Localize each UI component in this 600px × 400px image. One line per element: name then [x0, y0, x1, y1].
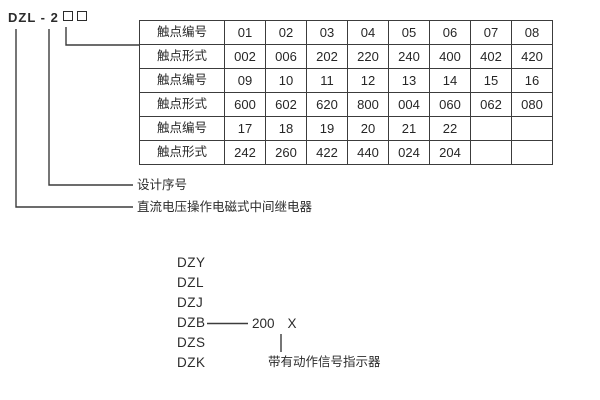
- value-cell: 400: [429, 44, 471, 69]
- value-cell: 20: [347, 116, 389, 141]
- value-cell: 422: [306, 140, 348, 165]
- row-label-cell: 触点编号: [139, 116, 225, 141]
- value-cell: 08: [511, 20, 553, 45]
- value-cell: 11: [306, 68, 348, 93]
- contact-table: 触点编号 01 02 03 04 05 06 07 08 触点形式 002 006 202 220 240 4…: [139, 20, 553, 165]
- value-cell: 062: [470, 92, 512, 117]
- placeholder-box-1: [62, 11, 73, 21]
- value-cell: [511, 116, 553, 141]
- value-cell: 220: [347, 44, 389, 69]
- value-cell: 800: [347, 92, 389, 117]
- row-label-cell: 触点形式: [139, 140, 225, 165]
- series-model-item: DZK: [177, 355, 206, 370]
- series-model-item: DZS: [177, 335, 206, 350]
- dzb-suffix: 200 X: [252, 316, 297, 331]
- value-cell: 060: [429, 92, 471, 117]
- value-cell: 080: [511, 92, 553, 117]
- value-cell: 05: [388, 20, 430, 45]
- series-model-item: DZB: [177, 315, 206, 330]
- table-row: 触点形式 242 260 422 440 024 204: [139, 140, 553, 165]
- value-cell: 19: [306, 116, 348, 141]
- value-cell: [470, 140, 512, 165]
- series-model-list: DZY DZL DZJ DZB DZS DZK: [177, 253, 206, 373]
- value-cell: 02: [265, 20, 307, 45]
- value-cell: 16: [511, 68, 553, 93]
- value-cell: 15: [470, 68, 512, 93]
- value-cell: 260: [265, 140, 307, 165]
- value-cell: 12: [347, 68, 389, 93]
- value-cell: 402: [470, 44, 512, 69]
- value-cell: 240: [388, 44, 430, 69]
- value-cell: 242: [224, 140, 266, 165]
- value-cell: 07: [470, 20, 512, 45]
- connector-line-contact-code: [65, 27, 139, 46]
- table-row: 触点形式 002 006 202 220 240 400 402 420: [139, 44, 553, 69]
- value-cell: 420: [511, 44, 553, 69]
- series-model-item: DZY: [177, 255, 206, 270]
- value-cell: 22: [429, 116, 471, 141]
- value-cell: 602: [265, 92, 307, 117]
- row-label-cell: 触点形式: [139, 92, 225, 117]
- contact-table-body: 触点编号 01 02 03 04 05 06 07 08 触点形式 002 006 202 220 240 4…: [139, 20, 553, 165]
- value-cell: [470, 116, 512, 141]
- value-cell: 202: [306, 44, 348, 69]
- row-label-cell: 触点编号: [139, 20, 225, 45]
- value-cell: [511, 140, 553, 165]
- table-row: 触点编号 09 10 11 12 13 14 15 16: [139, 68, 553, 93]
- value-cell: 17: [224, 116, 266, 141]
- value-cell: 01: [224, 20, 266, 45]
- value-cell: 21: [388, 116, 430, 141]
- table-row: 触点编号 17 18 19 20 21 22: [139, 116, 553, 141]
- value-cell: 002: [224, 44, 266, 69]
- value-cell: 006: [265, 44, 307, 69]
- placeholder-box-2: [76, 11, 87, 21]
- table-row: 触点形式 600 602 620 800 004 060 062 080: [139, 92, 553, 117]
- value-cell: 204: [429, 140, 471, 165]
- value-cell: 620: [306, 92, 348, 117]
- connector-line-relay-description: [15, 29, 133, 208]
- value-cell: 09: [224, 68, 266, 93]
- value-cell: 13: [388, 68, 430, 93]
- model-code: DZL - 2: [8, 10, 87, 25]
- value-cell: 06: [429, 20, 471, 45]
- suffix-number: 200: [252, 316, 275, 331]
- value-cell: 03: [306, 20, 348, 45]
- series-model-item: DZL: [177, 275, 205, 290]
- value-cell: 600: [224, 92, 266, 117]
- value-cell: 024: [388, 140, 430, 165]
- indicator-note-label: 带有动作信号指示器: [268, 355, 381, 369]
- value-cell: 04: [347, 20, 389, 45]
- row-label-cell: 触点编号: [139, 68, 225, 93]
- value-cell: 004: [388, 92, 430, 117]
- value-cell: 18: [265, 116, 307, 141]
- value-cell: 10: [265, 68, 307, 93]
- table-row: 触点编号 01 02 03 04 05 06 07 08: [139, 20, 553, 45]
- value-cell: 440: [347, 140, 389, 165]
- value-cell: 14: [429, 68, 471, 93]
- relay-description-label: 直流电压操作电磁式中间继电器: [137, 200, 313, 214]
- series-model-item: DZJ: [177, 295, 204, 310]
- suffix-variant: X: [287, 316, 297, 331]
- row-label-cell: 触点形式: [139, 44, 225, 69]
- model-code-text: DZL - 2: [8, 10, 59, 25]
- connector-line-design-serial: [48, 29, 133, 186]
- design-serial-label: 设计序号: [137, 178, 188, 192]
